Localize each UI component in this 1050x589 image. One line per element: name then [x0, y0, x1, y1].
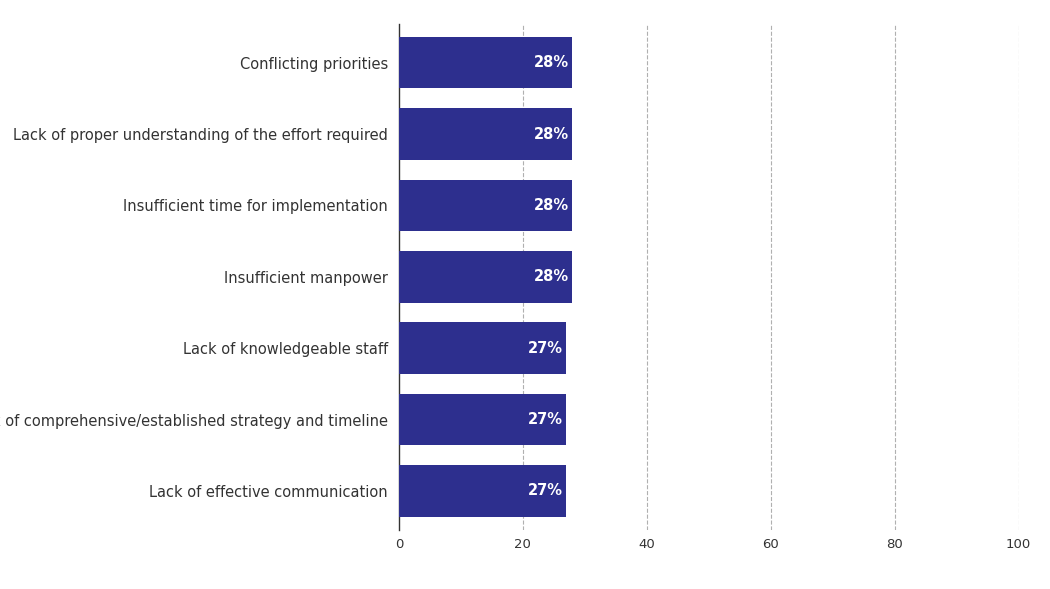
Text: 27%: 27% [527, 340, 563, 356]
Bar [399, 180, 572, 231]
Text: 28%: 28% [533, 269, 569, 284]
Bar [399, 37, 572, 88]
Bar [399, 465, 566, 517]
Text: 28%: 28% [533, 127, 569, 141]
Bar [399, 323, 566, 374]
Bar [399, 394, 566, 445]
Bar [399, 251, 572, 303]
Text: 28%: 28% [533, 198, 569, 213]
Bar [399, 108, 572, 160]
Text: 27%: 27% [527, 484, 563, 498]
Text: 27%: 27% [527, 412, 563, 427]
Text: 28%: 28% [533, 55, 569, 70]
